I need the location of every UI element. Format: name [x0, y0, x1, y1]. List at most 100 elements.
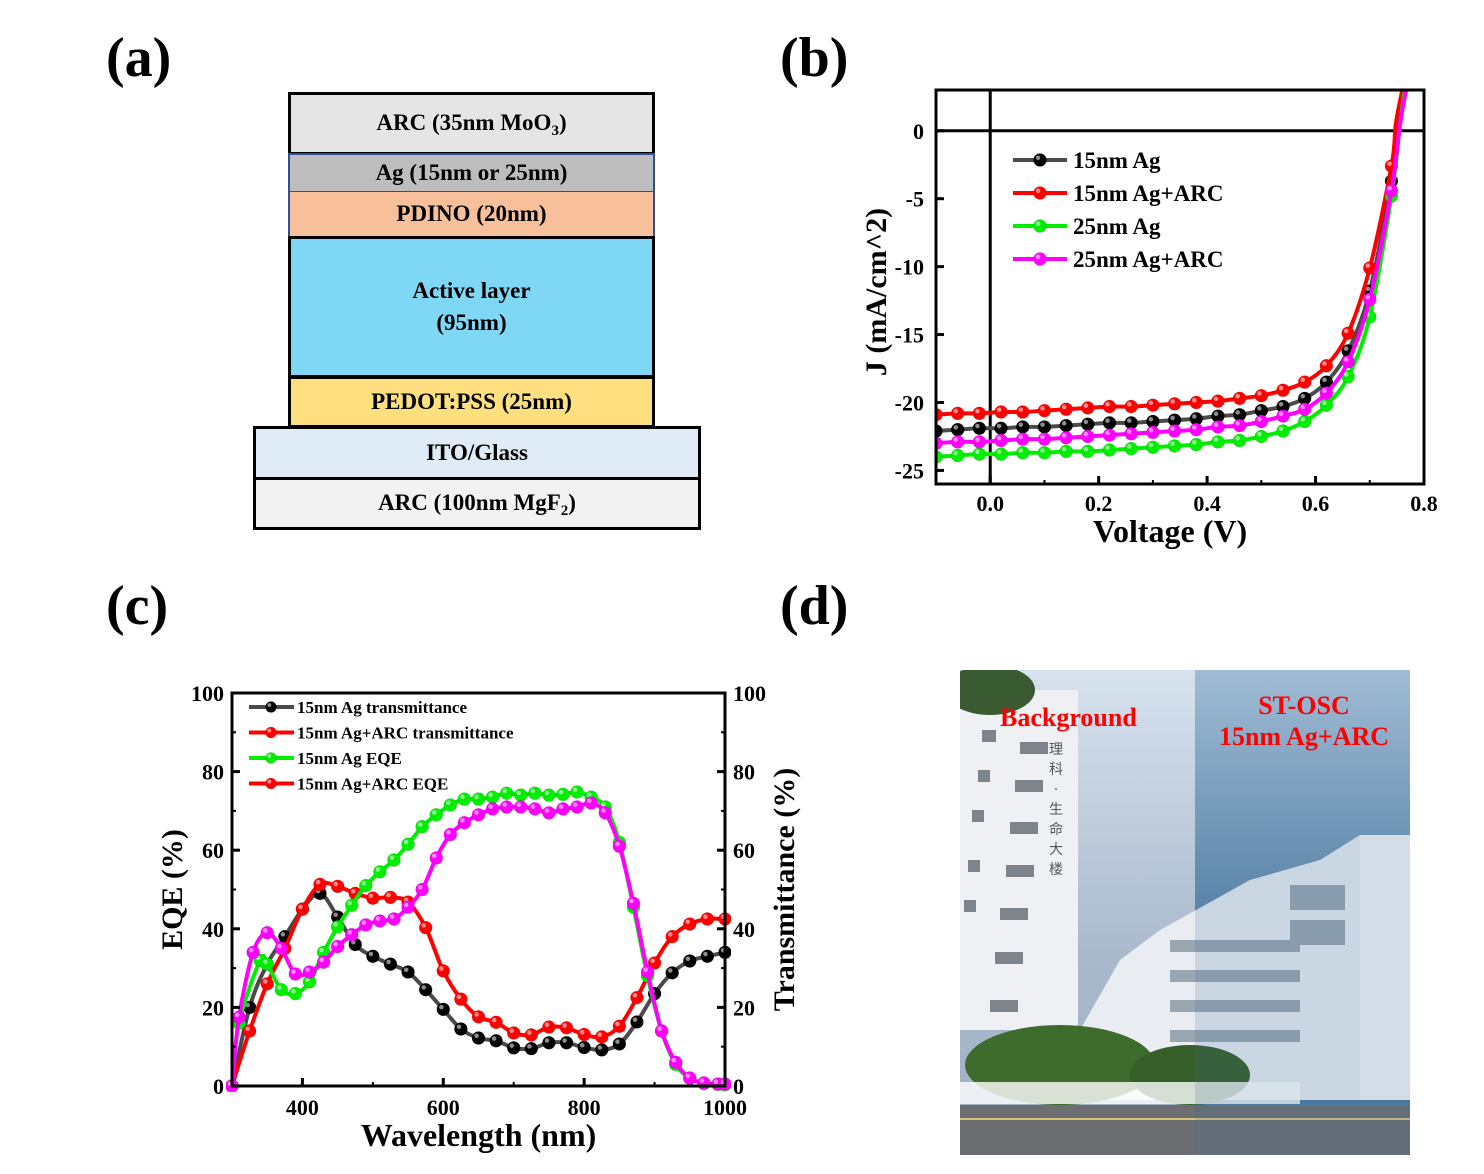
eqe-data-point-highlight [491, 1036, 497, 1041]
eqe-data-point [594, 1030, 609, 1044]
jv-data-point-highlight [1170, 441, 1175, 446]
eqe-data-point-highlight [650, 958, 655, 963]
eqe-data-point-highlight [509, 1028, 515, 1033]
eqe-data-point-highlight [572, 802, 578, 807]
eqe-data-point [471, 1010, 486, 1024]
eqe-data-point-highlight [667, 968, 673, 973]
jv-data-point [936, 436, 943, 451]
eqe-data-point-highlight [703, 914, 708, 919]
eqe-data-point-highlight [597, 1032, 603, 1037]
jv-data-point-highlight [1105, 418, 1110, 423]
eqe-data-point [542, 788, 556, 802]
eqe-data-point-highlight [386, 959, 391, 965]
eqe-data-point-highlight [245, 1002, 250, 1008]
jv-data-point-highlight [1235, 410, 1240, 415]
eqe-data-point-highlight [262, 928, 268, 933]
eqe-data-point-highlight [277, 943, 282, 949]
eqe-legend-marker [265, 777, 277, 790]
eqe-data-point-highlight [315, 879, 321, 885]
eqe-data-point [288, 967, 303, 981]
eqe-data-point [366, 949, 380, 964]
jv-x-tick-label: 0.8 [1410, 491, 1438, 516]
eqe-data-point-highlight [375, 916, 381, 921]
eqe-data-point [457, 792, 472, 806]
eqe-data-point [418, 920, 433, 935]
tall-building-windows [964, 730, 1048, 1012]
panel-label-d: (d) [780, 575, 849, 637]
eqe-data-point-highlight [632, 993, 638, 998]
eqe-data-point [654, 1024, 669, 1038]
eqe-data-point [302, 965, 317, 979]
jv-data-point-highlight [1105, 402, 1110, 407]
jv-y-tick-label: 0 [913, 119, 924, 144]
layer-label: PEDOT:PSS (25nm) [371, 388, 572, 414]
eqe-data-point [612, 839, 627, 854]
eqe-data-point [570, 785, 584, 799]
eqe-data-point-highlight [657, 1026, 662, 1031]
eqe-data-point [415, 819, 429, 834]
eqe-data-point-highlight [703, 951, 708, 957]
jv-data-point [936, 424, 943, 438]
jv-data-point-highlight [1278, 402, 1284, 407]
sign-char: 命 [1049, 822, 1063, 838]
jv-data-point-highlight [1018, 407, 1024, 412]
jv-data-point-highlight [1126, 418, 1132, 423]
jv-data-point-highlight [953, 450, 959, 456]
jv-legend-label: 25nm Ag+ARC [1073, 247, 1223, 272]
eqe-data-point [295, 902, 310, 916]
jv-data-point-highlight [1365, 263, 1371, 268]
eqe-data-point [418, 982, 433, 997]
eqe-data-point [682, 954, 697, 968]
jv-data-point-highlight [1148, 400, 1154, 406]
jv-data-point-highlight [1278, 385, 1284, 391]
jv-y-tick-label: -25 [895, 458, 924, 483]
jv-y-tick-label: -10 [895, 255, 924, 280]
jv-data-point-highlight [1040, 434, 1045, 440]
jv-data-point [936, 407, 943, 422]
jv-legend-marker-highlight [1035, 254, 1041, 259]
eqe-data-point-highlight [562, 1038, 567, 1043]
eqe-x-tick-label: 400 [286, 1095, 319, 1120]
jv-data-point-highlight [1343, 372, 1349, 377]
eqe-data-point-highlight [460, 794, 465, 800]
jv-data-point-highlight [1061, 433, 1067, 438]
jv-data-point-highlight [1235, 421, 1240, 426]
jv-data-point-highlight [1213, 396, 1219, 402]
eqe-data-point-highlight [291, 989, 296, 994]
jv-data-point-highlight [1170, 415, 1175, 421]
eqe-y-axis-label-left: EQE (%) [156, 829, 189, 950]
jv-data-point-highlight [1148, 427, 1154, 433]
jv-data-point-highlight [1170, 426, 1175, 432]
eqe-data-point [489, 1015, 503, 1030]
eqe-data-point-highlight [530, 788, 536, 794]
layer-pedot: PEDOT:PSS (25nm) [288, 376, 655, 428]
layer-arc-top: ARC (35nm MoO3) [288, 92, 655, 155]
fence [960, 1082, 1300, 1104]
jv-data-point-highlight [1365, 286, 1371, 292]
eqe-x-tick-label: 1000 [703, 1095, 747, 1120]
eqe-data-point-highlight [368, 893, 374, 899]
jv-data-point-highlight [1170, 399, 1175, 404]
caption-st-osc-line2: 15nm Ag+ARC [1218, 722, 1390, 752]
jv-data-point-highlight [1061, 404, 1067, 410]
eqe-data-point-highlight [432, 810, 437, 815]
jv-y-tick-label: -5 [906, 187, 924, 212]
eqe-data-point-highlight [488, 804, 493, 809]
eqe-legend-marker-highlight [267, 779, 272, 784]
right-building-tower [1360, 835, 1410, 1100]
eqe-data-point-highlight [667, 932, 673, 937]
jv-data-point-highlight [1083, 431, 1089, 437]
jv-data-point-highlight [1322, 400, 1327, 406]
layer-ag: Ag (15nm or 25nm) [288, 153, 655, 193]
jv-data-point-highlight [1300, 393, 1306, 399]
eqe-x-axis-label: Wavelength (nm) [361, 1117, 597, 1153]
eqe-data-point [570, 800, 584, 814]
eqe-data-point [506, 1026, 521, 1040]
sign-char: 楼 [1049, 862, 1063, 878]
eqe-data-point-highlight [456, 1024, 462, 1030]
eqe-data-point [387, 853, 401, 867]
eqe-data-point-highlight [305, 967, 310, 973]
eqe-y-tick-label-right: 80 [733, 760, 755, 785]
jv-data-point-highlight [975, 408, 980, 414]
eqe-data-point-highlight [347, 900, 353, 906]
